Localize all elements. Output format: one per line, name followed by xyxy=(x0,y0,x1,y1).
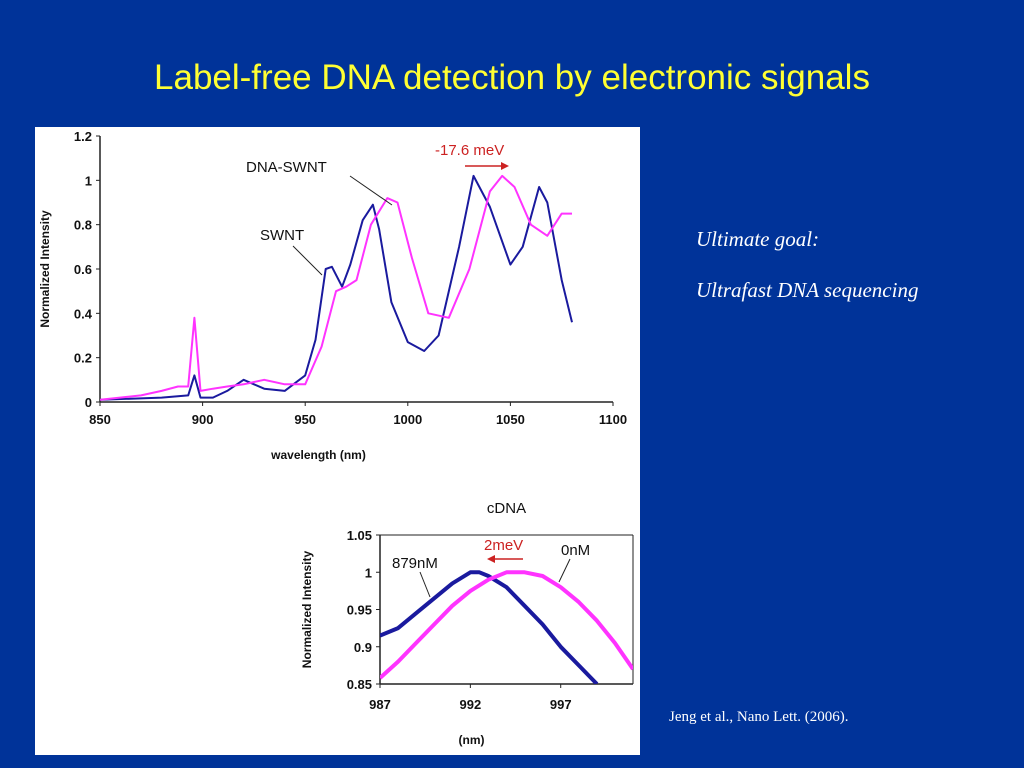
y-tick-label: 1.2 xyxy=(74,129,92,144)
figure-panel: 850 900 950 1000 1050 1100 0 0.2 0.4 0.6 0.8 1 1.2 wa… xyxy=(35,127,640,755)
y-tick-label: 0.95 xyxy=(347,603,372,618)
spectra-figure: 850 900 950 1000 1050 1100 0 0.2 0.4 0.6 0.8 1 1.2 wa… xyxy=(38,129,634,747)
y-axis-label: Normalized Intensity xyxy=(300,550,314,668)
y-tick-label: 0.85 xyxy=(347,677,372,692)
goal-heading: Ultimate goal: xyxy=(696,227,820,251)
goal-text: Ultrafast DNA sequencing xyxy=(696,278,919,302)
x-tick-label: 1050 xyxy=(496,412,525,427)
annotation-0nm: 0nM xyxy=(561,542,590,559)
slide-title: Label-free DNA detection by electronic s… xyxy=(154,58,870,97)
y-tick-label: 0.4 xyxy=(74,306,93,321)
annotation-swnt-leader xyxy=(292,245,323,276)
x-tick-label: 1100 xyxy=(599,412,627,427)
shift2-arrow-head xyxy=(487,555,495,563)
y-tick-label: 1 xyxy=(85,173,92,188)
y-tick-label: 1 xyxy=(365,565,372,580)
x-tick-label: 987 xyxy=(369,697,391,712)
y-tick-label: 0 xyxy=(85,395,92,410)
y-tick-label: 0.6 xyxy=(74,262,92,277)
x-tick-label: 1000 xyxy=(393,412,422,427)
annotation-dna-swnt: DNA-SWNT xyxy=(246,159,327,176)
annotation-0nm-leader xyxy=(558,558,571,583)
y-tick-label: 0.9 xyxy=(354,640,372,655)
x-axis-label: wavelength (nm) xyxy=(270,448,366,462)
series-line-2 xyxy=(380,570,633,680)
series-line-1 xyxy=(380,570,599,684)
series-line-1 xyxy=(100,174,573,401)
x-tick-label: 900 xyxy=(192,412,214,427)
annotation-2mev: 2meV xyxy=(484,537,523,554)
x-tick-label: 950 xyxy=(294,412,316,427)
y-tick-label: 0.2 xyxy=(74,351,92,366)
shift-arrow-head xyxy=(501,162,509,170)
x-tick-label: 850 xyxy=(89,412,111,427)
annotation-dna-swnt-leader xyxy=(349,175,393,206)
x-axis-label: (nm) xyxy=(459,733,485,747)
y-tick-label: 0.8 xyxy=(74,218,92,233)
spectrum-chart: 850 900 950 1000 1050 1100 0 0.2 0.4 0.6 0.8 1 1.2 wa… xyxy=(38,129,627,462)
annotation-swnt: SWNT xyxy=(260,227,304,244)
x-tick-label: 992 xyxy=(460,697,482,712)
cdna-chart: 987 992 997 0.85 0.9 0.95 1 1.05 (nm) Normalized … xyxy=(300,500,634,747)
chart-title: cDNA xyxy=(487,500,526,517)
y-axis-label: Normalized Intensity xyxy=(38,210,52,328)
y-tick-label: 1.05 xyxy=(347,528,372,543)
series-line-2 xyxy=(100,174,572,401)
annotation-shift: -17.6 meV xyxy=(435,142,504,159)
x-tick-label: 997 xyxy=(550,697,572,712)
annotation-879nm: 879nM xyxy=(392,555,438,572)
citation: Jeng et al., Nano Lett. (2006). xyxy=(669,709,849,725)
annotation-879nm-leader xyxy=(419,571,431,598)
